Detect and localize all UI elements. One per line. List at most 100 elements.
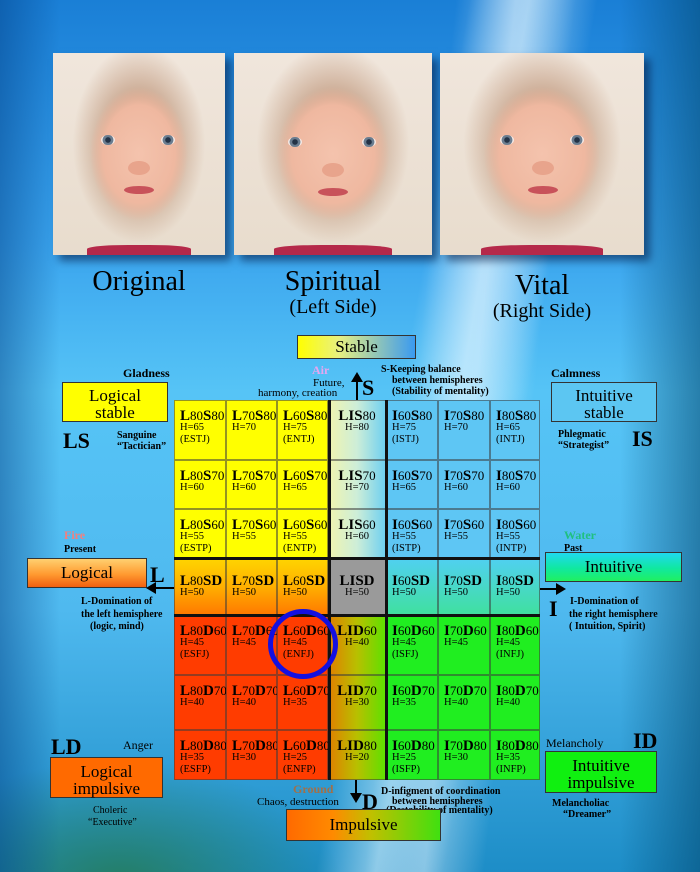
- cell-code: LID80: [329, 739, 385, 754]
- cell-mbti-type: (INTJ): [496, 434, 525, 445]
- cell-code-letter: LISD: [339, 573, 375, 589]
- cell-code-letter: LI: [338, 468, 355, 484]
- grid-cell: LIS80 H=80: [328, 400, 386, 460]
- cell-code-letter: I: [496, 468, 502, 484]
- grid-cell: L70D70 H=40: [226, 675, 279, 730]
- cell-code: I80S80: [496, 409, 539, 424]
- cell-code-letter: L: [283, 683, 294, 699]
- nose-shape: [128, 161, 150, 175]
- grid-cell: L60S60 H=55 (ENTP): [277, 509, 328, 558]
- cell-code-letter: SD: [462, 573, 483, 589]
- cell-code-letter: D: [514, 738, 526, 754]
- cell-code-letter: D: [306, 683, 317, 699]
- cell-code-number: 70: [242, 738, 256, 753]
- cell-h-value: H=50: [180, 587, 205, 598]
- shirt-shape: [273, 245, 393, 255]
- cell-code-letter: SD: [514, 573, 535, 589]
- cell-code-number: 60: [523, 517, 537, 532]
- cell-code-letter: S: [514, 468, 524, 484]
- cell-code-letter: L: [283, 573, 294, 589]
- cell-h-value: H=40: [444, 697, 469, 708]
- mouth-shape: [528, 186, 558, 194]
- cell-code-number: 70: [242, 517, 256, 532]
- cell-code-letter: I: [444, 623, 450, 639]
- cell-code: L70S70: [232, 468, 277, 484]
- cell-code-number: 70: [449, 517, 463, 532]
- cell-code-letter: D: [306, 738, 317, 754]
- logical-stable-box: Logical stable: [62, 382, 168, 422]
- cell-code-letter: I: [444, 517, 450, 533]
- cell-code-number: 70: [316, 683, 330, 698]
- grid-cell: I80S60 H=55 (INTP): [490, 509, 540, 558]
- cell-code-number: 80: [501, 517, 515, 532]
- i-axis-letter: I: [549, 596, 558, 621]
- grid-cell: L80S60 H=55 (ESTP): [174, 509, 226, 558]
- cell-mbti-type: (ENTP): [283, 543, 317, 554]
- cell-code: I60S60: [392, 518, 437, 533]
- cell-code-number: 70: [263, 468, 277, 483]
- cell-code: L80S70: [180, 468, 225, 484]
- cell-code-number: 60: [473, 623, 487, 638]
- cell-code-letter: L: [283, 517, 294, 533]
- cell-h-value: H=30: [344, 697, 369, 708]
- cell-h-value: H=30: [232, 752, 257, 763]
- cell-code-letter: L: [180, 623, 191, 639]
- box-line: impulsive: [72, 779, 141, 798]
- cell-h-value: H=70: [232, 422, 257, 433]
- cell-code-number: 80: [525, 738, 539, 753]
- grid-cell: I60D80 H=25 (ISFP): [386, 730, 438, 780]
- cell-code-letter: S: [410, 468, 420, 484]
- cell-code: I60D60: [392, 623, 437, 639]
- cell-code-number: 60: [263, 517, 277, 532]
- cell-code-letter: I: [496, 573, 502, 589]
- cell-code: I70S70: [444, 469, 489, 484]
- arrow-right-icon: [556, 583, 566, 595]
- cell-code: L70S60: [232, 517, 277, 533]
- cell-code: LISD: [329, 573, 385, 589]
- cell-code-letter: I: [392, 468, 398, 484]
- cell-code-number: 80: [190, 408, 204, 423]
- cell-mbti-type: (ESTP): [180, 543, 212, 554]
- cell-code-letter: D: [462, 738, 474, 754]
- cell-h-value: H=80: [344, 422, 369, 433]
- cell-code-letter: S: [354, 468, 363, 484]
- ld-code: LD: [51, 734, 82, 759]
- cell-code-letter: I: [392, 573, 398, 589]
- box-line: impulsive: [567, 773, 635, 792]
- l-description-line3: (logic, mind): [90, 621, 144, 632]
- d-axis-letter: D: [362, 789, 378, 814]
- grid-divider: [328, 400, 331, 780]
- cell-code-letter: S: [306, 468, 315, 484]
- cell-mbti-type: (INTP): [496, 543, 527, 554]
- nose-shape: [532, 161, 554, 175]
- arrow-left-icon: [146, 582, 156, 594]
- grid-cell: I70S80 H=70: [438, 400, 490, 460]
- cell-code: I70D80: [444, 738, 489, 754]
- cell-code: L80S80: [180, 408, 225, 424]
- cell-code-letter: S: [255, 468, 264, 484]
- cell-code-letter: I: [392, 738, 398, 754]
- l-description-line1: L-Domination of: [81, 596, 153, 607]
- cell-code-number: 80: [190, 468, 204, 483]
- cell-code-number: 70: [449, 573, 463, 588]
- cell-mbti-type: (ENFP): [283, 764, 316, 775]
- cell-code-number: 70: [242, 573, 256, 588]
- stable-axis-label: Stable: [297, 335, 416, 359]
- cell-code: I70SD: [444, 573, 489, 589]
- cell-code-letter: L: [283, 408, 294, 424]
- cell-code-letter: D: [353, 623, 364, 639]
- cell-code-letter: D: [410, 623, 422, 639]
- cell-code-letter: D: [514, 683, 526, 699]
- grid-cell: L70S60 H=55: [226, 509, 277, 558]
- cell-h-value: H=45: [444, 637, 469, 648]
- element-fire: Fire: [64, 528, 86, 542]
- eye-shape: [362, 137, 376, 147]
- cell-code: L60D80: [283, 738, 330, 754]
- cell-code-letter: S: [255, 517, 264, 533]
- cell-code-letter: I: [496, 683, 502, 699]
- cell-code-letter: L: [180, 468, 191, 484]
- cell-h-value: H=35: [283, 697, 308, 708]
- grid-cell: L60D80 H=25 (ENFP): [277, 730, 330, 780]
- cell-code-letter: I: [496, 738, 502, 754]
- caption-spiritual: Spiritual (Left Side): [234, 268, 432, 319]
